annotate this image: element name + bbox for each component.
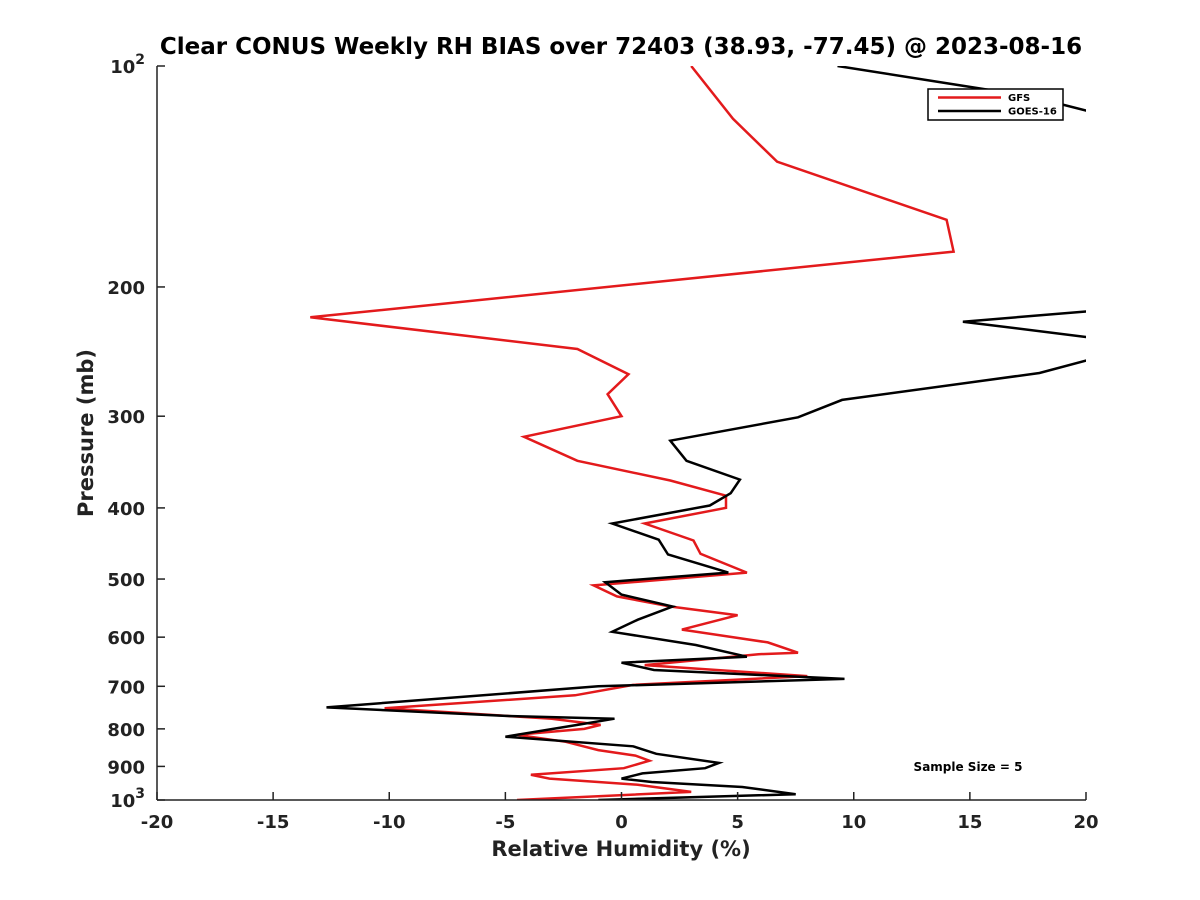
x-tick-label: 20 <box>1073 812 1098 833</box>
x-tick-label: -20 <box>141 812 174 833</box>
x-tick-label: 15 <box>957 812 982 833</box>
series-layer <box>310 66 1086 800</box>
x-tick-label: -15 <box>257 812 290 833</box>
y-tick-label: 200 <box>107 278 145 299</box>
chart-title: Clear CONUS Weekly RH BIAS over 72403 (3… <box>160 34 1082 60</box>
x-tick-label: 5 <box>731 812 744 833</box>
y-tick-label: 102 <box>110 52 145 78</box>
legend-label-goes16: GOES-16 <box>1008 107 1057 118</box>
x-tick-label: -5 <box>495 812 515 833</box>
y-tick-label: 700 <box>107 677 145 698</box>
x-tick-label: -10 <box>373 812 406 833</box>
x-tick-label: 10 <box>841 812 866 833</box>
sample-size-annotation: Sample Size = 5 <box>914 760 1023 774</box>
y-axis-ticks: 102 200 300 400 500 600 700 800 900 103 <box>107 52 165 812</box>
series-line-goes-16 <box>326 66 1086 800</box>
y-tick-label: 800 <box>107 720 145 741</box>
y-tick-label: 400 <box>107 499 145 520</box>
series-line-gfs <box>310 66 956 800</box>
y-tick-label: 600 <box>107 628 145 649</box>
y-tick-label: 300 <box>107 407 145 428</box>
legend-box <box>927 88 1064 121</box>
y-axis-label: Pressure (mb) <box>74 349 98 517</box>
y-tick-label: 103 <box>110 786 145 812</box>
y-tick-label: 900 <box>107 757 145 778</box>
y-tick-label: 500 <box>107 570 145 591</box>
x-axis-label: Relative Humidity (%) <box>491 837 750 861</box>
x-axis-ticks: -20 -15 -10 -5 0 5 10 15 20 <box>141 792 1099 833</box>
legend-label-gfs: GFS <box>1008 93 1030 104</box>
x-tick-label: 0 <box>615 812 628 833</box>
legend: GFS GOES-16 <box>927 88 1064 121</box>
